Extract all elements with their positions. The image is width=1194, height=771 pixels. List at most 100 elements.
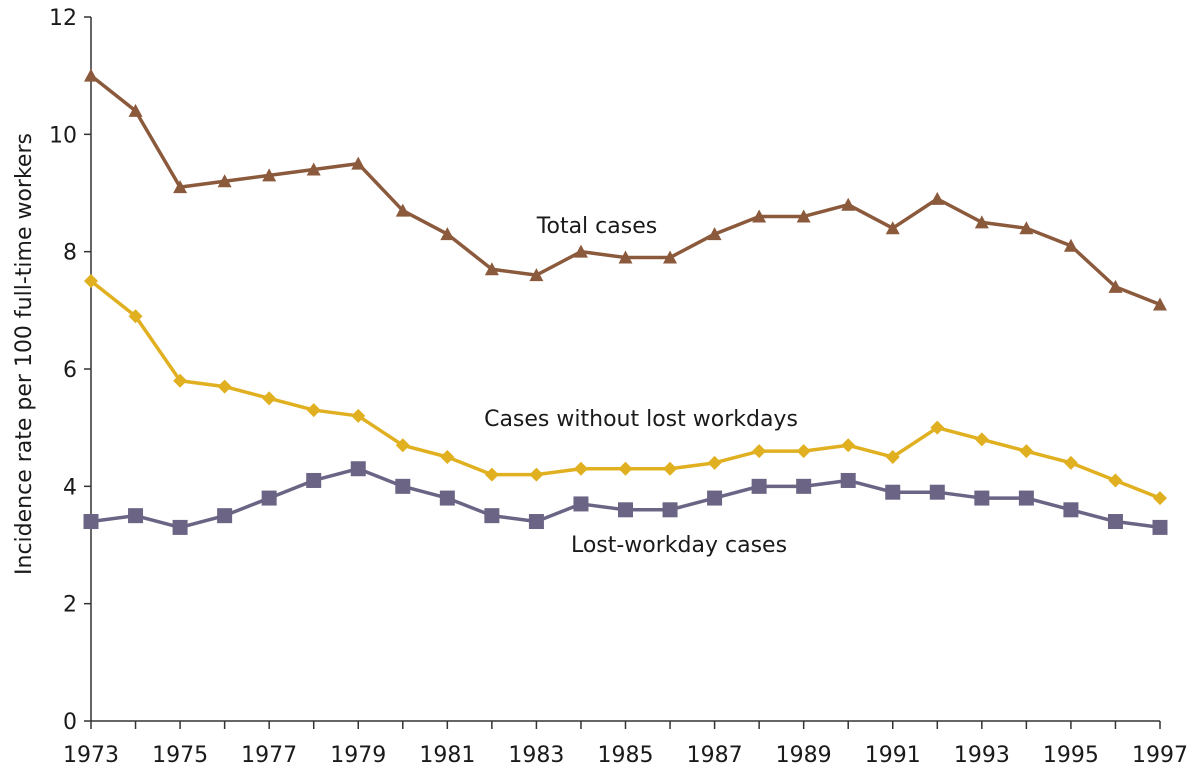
data-point-square [1018, 490, 1034, 506]
y-tick-label: 6 [63, 358, 77, 383]
data-point-triangle [395, 203, 410, 217]
data-point-square [974, 490, 990, 506]
y-tick-label: 8 [63, 241, 77, 266]
y-tick-label: 0 [63, 710, 77, 735]
data-point-square [395, 478, 411, 494]
data-point-diamond [529, 467, 544, 482]
x-tick-label: 1973 [63, 743, 119, 768]
data-point-diamond [796, 444, 811, 459]
y-tick-label: 2 [63, 593, 77, 618]
data-point-triangle [1153, 297, 1167, 311]
data-point-triangle [529, 268, 544, 282]
data-point-triangle [573, 244, 588, 258]
data-point-square [618, 502, 633, 518]
data-point-triangle [1019, 221, 1034, 235]
data-point-triangle [484, 262, 499, 276]
data-point-square [1063, 502, 1079, 518]
data-point-square [528, 514, 544, 530]
series-triangle [84, 68, 1167, 311]
series-diamond [84, 274, 1167, 506]
data-point-triangle [440, 227, 455, 241]
data-point-square [707, 490, 723, 506]
data-point-square [751, 478, 767, 494]
data-point-diamond [484, 467, 499, 482]
data-point-diamond [1108, 473, 1123, 488]
data-point-triangle [217, 174, 232, 188]
x-tick-label: 1989 [776, 743, 832, 768]
data-point-diamond [84, 274, 98, 288]
data-point-square [796, 478, 812, 494]
y-axis-title: Incidence rate per 100 full-time workers [12, 133, 37, 575]
data-point-triangle [128, 103, 143, 117]
data-point-diamond [351, 408, 366, 423]
series-square [83, 461, 1168, 535]
data-point-diamond [217, 379, 232, 394]
x-tick-label: 1991 [865, 743, 921, 768]
data-point-square [1152, 519, 1168, 535]
data-point-diamond [1019, 444, 1034, 459]
data-point-diamond [1063, 455, 1078, 470]
data-point-triangle [84, 68, 98, 82]
data-point-square [929, 484, 945, 500]
data-point-square [885, 484, 901, 500]
x-tick-label: 1979 [330, 743, 386, 768]
data-point-square [573, 496, 589, 512]
x-tick-label: 1975 [152, 743, 208, 768]
data-point-triangle [707, 227, 722, 241]
data-point-diamond [618, 461, 633, 476]
data-point-square [662, 502, 678, 518]
data-point-triangle [173, 180, 188, 194]
data-point-square [306, 472, 322, 488]
series-labels: Total cases Cases without lost workdays Lo… [484, 214, 798, 558]
series-line [89, 74, 1161, 307]
x-tick-label: 1997 [1132, 743, 1188, 768]
data-point-triangle [1108, 279, 1123, 293]
data-point-diamond [707, 455, 722, 470]
data-point-triangle [663, 250, 678, 264]
data-point-triangle [1063, 238, 1078, 252]
x-tick-label: 1993 [954, 743, 1010, 768]
data-point-triangle [930, 191, 945, 205]
y-tick-label: 10 [49, 123, 77, 148]
x-tick-label: 1995 [1043, 743, 1099, 768]
series-label: Lost-workday cases [571, 533, 787, 558]
data-point-diamond [173, 373, 188, 388]
data-point-square [484, 508, 500, 524]
data-point-diamond [262, 391, 277, 406]
y-axis-ticks: 0 2 4 6 8 10 12 [49, 6, 91, 735]
data-point-triangle [351, 156, 366, 170]
data-point-triangle [796, 209, 811, 223]
data-point-square [217, 508, 233, 524]
data-point-diamond [1153, 491, 1167, 506]
data-point-square [840, 472, 856, 488]
x-tick-label: 1985 [598, 743, 654, 768]
data-point-diamond [440, 450, 455, 464]
data-point-triangle [618, 250, 633, 264]
data-point-triangle [841, 197, 856, 211]
data-point-square [350, 461, 366, 477]
data-point-diamond [573, 461, 588, 476]
x-tick-label: 1977 [241, 743, 297, 768]
data-point-square [172, 519, 188, 535]
data-point-triangle [306, 162, 321, 176]
data-point-triangle [752, 209, 767, 223]
data-point-diamond [885, 450, 900, 464]
data-point-triangle [262, 168, 277, 182]
x-tick-label: 1987 [687, 743, 743, 768]
data-point-triangle [885, 221, 900, 235]
data-point-diamond [752, 444, 767, 459]
data-point-diamond [395, 438, 410, 453]
y-tick-label: 4 [63, 475, 77, 500]
series-layer [83, 68, 1168, 535]
x-tick-label: 1983 [508, 743, 564, 768]
data-point-diamond [930, 420, 945, 435]
data-point-square [261, 490, 277, 506]
data-point-square [1107, 514, 1123, 530]
data-point-diamond [841, 438, 856, 453]
data-point-square [83, 514, 99, 530]
data-point-diamond [128, 309, 143, 324]
data-point-triangle [974, 215, 989, 229]
x-tick-label: 1981 [419, 743, 475, 768]
series-label: Total cases [536, 214, 657, 239]
